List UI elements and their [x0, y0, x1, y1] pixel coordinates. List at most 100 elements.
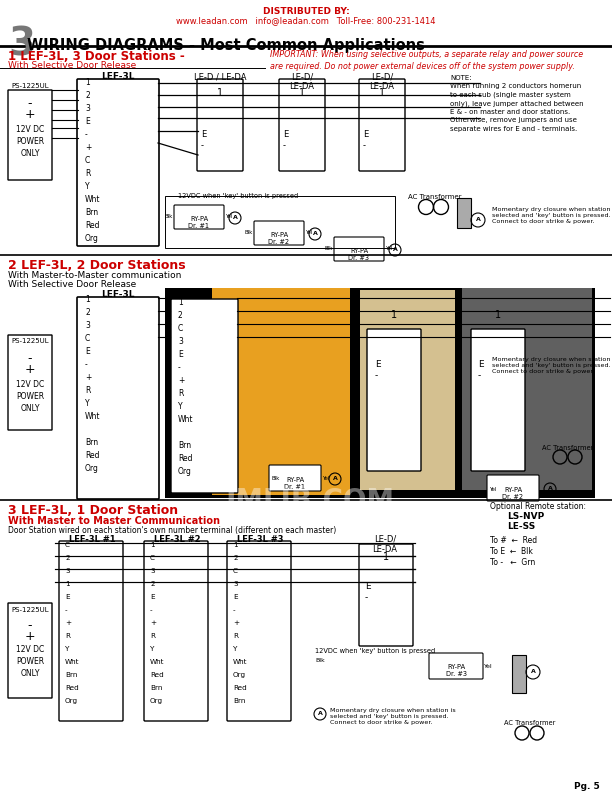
Text: -: - — [85, 360, 88, 369]
Bar — [457, 198, 471, 228]
Text: 3: 3 — [150, 568, 155, 574]
Text: 12V DC
POWER
ONLY: 12V DC POWER ONLY — [16, 380, 44, 413]
Text: NOTE:
When running 2 conductors homerun
to each sub (single master system
only),: NOTE: When running 2 conductors homerun … — [450, 75, 584, 131]
Text: 1 LEF-3L, 3 Door Stations -: 1 LEF-3L, 3 Door Stations - — [8, 50, 185, 63]
Text: Wht: Wht — [178, 415, 193, 424]
Text: E
-: E - — [283, 130, 288, 150]
Text: Y: Y — [150, 646, 154, 652]
Text: Org: Org — [233, 672, 246, 678]
Text: A: A — [392, 247, 397, 252]
Text: E
-: E - — [363, 130, 368, 150]
Text: C: C — [233, 568, 238, 574]
Text: Brn: Brn — [178, 441, 191, 450]
Text: Wht: Wht — [65, 659, 80, 665]
Text: To #  ←  Red: To # ← Red — [490, 536, 537, 545]
FancyBboxPatch shape — [429, 653, 483, 679]
Text: DISTRIBUTED BY:: DISTRIBUTED BY: — [263, 7, 349, 16]
Text: A: A — [476, 217, 480, 223]
Text: Brn: Brn — [233, 698, 245, 704]
Text: Brn: Brn — [85, 438, 98, 447]
Text: Wht: Wht — [85, 195, 100, 204]
Text: E: E — [85, 117, 90, 126]
Text: 12V DC
POWER
ONLY: 12V DC POWER ONLY — [16, 125, 44, 158]
Text: 3: 3 — [85, 321, 90, 330]
FancyBboxPatch shape — [359, 544, 413, 646]
Text: LE-D/
LE-DA: LE-D/ LE-DA — [373, 535, 398, 554]
Text: Wht: Wht — [150, 659, 165, 665]
Text: C: C — [178, 324, 183, 333]
Text: E: E — [178, 350, 183, 359]
FancyBboxPatch shape — [471, 329, 525, 471]
Text: Blk: Blk — [165, 214, 173, 219]
FancyBboxPatch shape — [269, 465, 321, 491]
Text: -: - — [65, 607, 67, 613]
Text: E: E — [65, 594, 70, 600]
Text: LE-D/
LE-DA: LE-D/ LE-DA — [370, 72, 395, 91]
Text: Y: Y — [65, 646, 69, 652]
FancyBboxPatch shape — [8, 90, 52, 180]
Text: 1: 1 — [379, 88, 385, 98]
Text: R: R — [178, 389, 184, 398]
Text: Y: Y — [178, 402, 182, 411]
Text: RY-PA
Dr. #2: RY-PA Dr. #2 — [502, 487, 523, 500]
Text: RY-PA
Dr. #3: RY-PA Dr. #3 — [446, 664, 466, 677]
Text: C: C — [85, 334, 90, 343]
Text: Brn: Brn — [65, 672, 77, 678]
Text: E
-: E - — [201, 130, 206, 150]
Text: 2: 2 — [233, 555, 237, 561]
Text: Door Station wired on each station's own number terminal (different on each mast: Door Station wired on each station's own… — [8, 526, 336, 535]
Text: 2: 2 — [65, 555, 70, 561]
Text: RY-PA
Dr. #1: RY-PA Dr. #1 — [285, 477, 305, 490]
Text: Momentary dry closure when station is
selected and 'key' button is pressed.
Conn: Momentary dry closure when station is se… — [492, 357, 612, 375]
Text: 1: 1 — [150, 542, 155, 548]
Text: -: - — [85, 130, 88, 139]
FancyBboxPatch shape — [227, 541, 291, 721]
Text: 3 LEF-3L, 1 Door Station: 3 LEF-3L, 1 Door Station — [8, 504, 178, 517]
Text: RY-PA
Dr. #2: RY-PA Dr. #2 — [269, 232, 289, 245]
FancyBboxPatch shape — [487, 475, 539, 501]
Text: R: R — [233, 633, 238, 639]
Text: 2: 2 — [178, 311, 183, 320]
Text: E: E — [150, 594, 155, 600]
Text: 3: 3 — [65, 568, 70, 574]
Text: E
-: E - — [478, 360, 483, 380]
Text: RY-PA
Dr. #1: RY-PA Dr. #1 — [188, 216, 209, 229]
FancyBboxPatch shape — [171, 299, 238, 493]
Text: Yel: Yel — [484, 664, 493, 669]
Text: 1: 1 — [217, 88, 223, 98]
Text: 1: 1 — [495, 310, 501, 320]
Text: R: R — [85, 386, 91, 395]
Text: Blk: Blk — [324, 246, 333, 251]
Text: Blk: Blk — [315, 658, 325, 663]
Text: +: + — [85, 373, 91, 382]
Text: +: + — [178, 376, 184, 385]
FancyBboxPatch shape — [279, 79, 325, 171]
Text: 1: 1 — [383, 552, 389, 562]
Text: AC Transformer: AC Transformer — [504, 720, 556, 726]
Text: 3: 3 — [8, 25, 35, 63]
Text: Momentary dry closure when station is
selected and 'key' button is pressed.
Conn: Momentary dry closure when station is se… — [330, 708, 456, 725]
Text: 2: 2 — [85, 308, 90, 317]
Text: E: E — [233, 594, 237, 600]
Text: A: A — [332, 476, 337, 482]
Text: Brn: Brn — [150, 685, 162, 691]
Bar — [165, 196, 395, 248]
Text: E
-: E - — [365, 582, 371, 602]
Text: 1: 1 — [233, 542, 237, 548]
Text: PS-1225UL: PS-1225UL — [11, 607, 49, 613]
Text: Org: Org — [178, 467, 192, 476]
Text: -: - — [28, 97, 32, 110]
Text: R: R — [65, 633, 70, 639]
Text: 12VDC when 'key' button is pressed: 12VDC when 'key' button is pressed — [315, 648, 435, 654]
Bar — [165, 288, 595, 498]
Text: LEF-3L: LEF-3L — [101, 72, 135, 81]
Text: +: + — [24, 363, 35, 376]
Text: With Selective Door Release: With Selective Door Release — [8, 61, 136, 70]
FancyBboxPatch shape — [367, 329, 421, 471]
Text: A: A — [318, 711, 323, 716]
Text: With Master-to-Master communication: With Master-to-Master communication — [8, 271, 181, 280]
Text: 3: 3 — [178, 337, 183, 346]
Text: E
-: E - — [375, 360, 381, 380]
Text: E: E — [85, 347, 90, 356]
Bar — [212, 288, 350, 495]
